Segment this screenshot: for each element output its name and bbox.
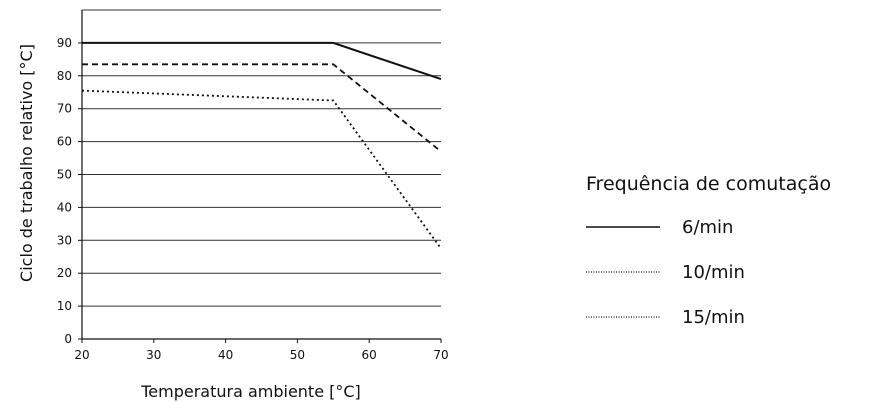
grid-lines: [82, 9, 441, 307]
y-axis-label: Ciclo de trabalho relativo [°C]: [17, 44, 36, 282]
y-tick-label: 30: [57, 233, 72, 247]
x-tick-label: 20: [74, 348, 89, 362]
x-tick-label: 40: [218, 348, 233, 362]
legend-label-2: 10/min: [682, 262, 745, 283]
x-tick-labels: 20 30 40 50 60 70: [74, 348, 448, 362]
legend: Frequência de comutação 6/min 10/min 15/mi…: [586, 173, 831, 328]
x-axis-label: Temperatura ambiente [°C]: [140, 382, 361, 401]
x-tick-label: 70: [433, 348, 448, 362]
y-tick-label: 90: [57, 36, 72, 50]
y-tick-label: 80: [57, 69, 72, 83]
y-tick-label: 60: [57, 135, 72, 149]
legend-items: 6/min 10/min 15/min: [586, 217, 745, 328]
x-tick-label: 50: [290, 348, 305, 362]
legend-label-1: 6/min: [682, 217, 733, 238]
x-tick-label: 30: [146, 348, 161, 362]
legend-label-3: 15/min: [682, 307, 745, 328]
series-line-1: [82, 41, 442, 81]
y-tick-label: 10: [57, 299, 72, 313]
y-tick-label: 40: [57, 200, 72, 214]
legend-title: Frequência de comutação: [586, 173, 831, 195]
series-lines: [81, 41, 442, 250]
series-line-2: [82, 63, 442, 153]
series-line-3: [81, 89, 442, 250]
y-tick-label: 0: [64, 332, 72, 346]
y-tick-labels: 0 10 20 30 40 50 60 70 80 90: [57, 36, 72, 346]
y-tick-label: 70: [57, 102, 72, 116]
x-tick-label: 60: [362, 348, 377, 362]
y-tick-label: 20: [57, 266, 72, 280]
y-tick-label: 50: [57, 168, 72, 182]
